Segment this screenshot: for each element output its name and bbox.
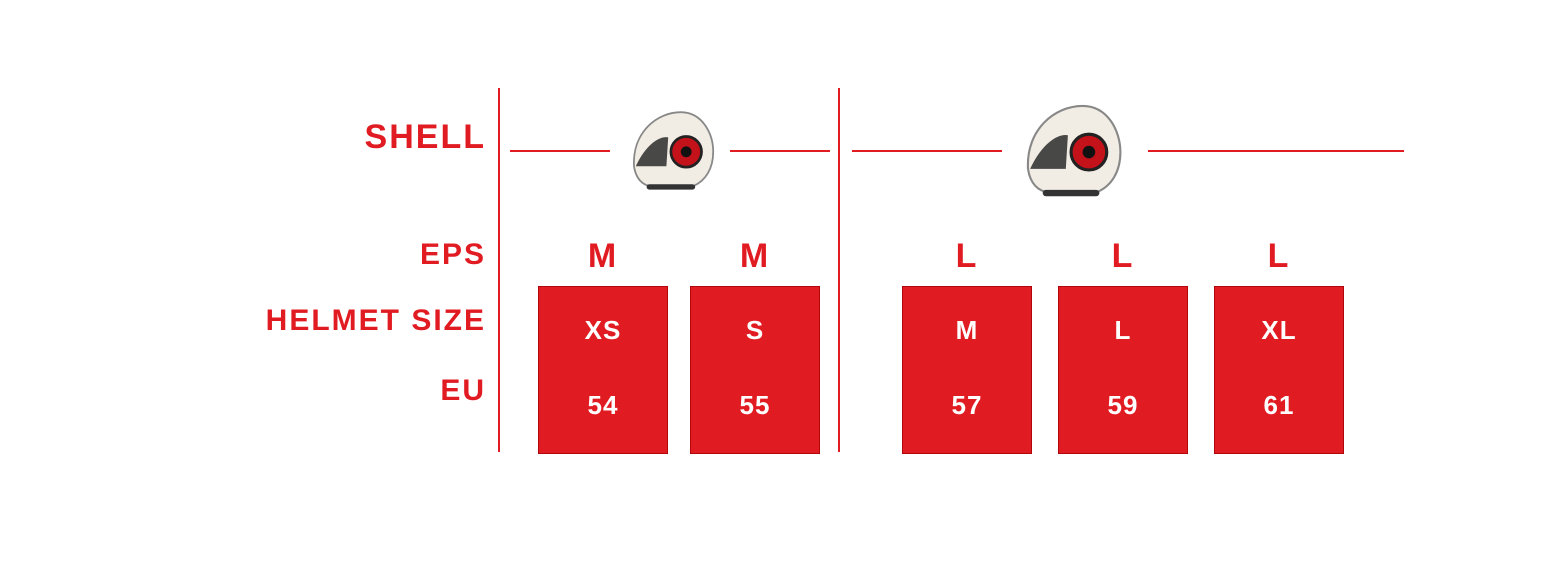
size-column: L XL 61 (1214, 232, 1344, 454)
helmet-size-value: S (691, 315, 819, 346)
helmet-size-value: L (1059, 315, 1187, 346)
eps-value: L (1214, 232, 1344, 280)
shell-line (1148, 150, 1404, 152)
helmet-size-value: XL (1215, 315, 1343, 346)
size-box: XS 54 (538, 286, 668, 454)
size-column: L L 59 (1058, 232, 1188, 454)
divider-2 (838, 88, 840, 452)
eu-value: 57 (903, 390, 1031, 421)
eu-value: 55 (691, 390, 819, 421)
size-column: M XS 54 (538, 232, 668, 454)
label-eps: EPS (420, 238, 486, 272)
label-eu: EU (440, 374, 486, 408)
eu-value: 59 (1059, 390, 1187, 421)
shell-line (852, 150, 1002, 152)
size-box: M 57 (902, 286, 1032, 454)
shell-line (730, 150, 830, 152)
eps-value: M (690, 232, 820, 280)
eps-value: L (902, 232, 1032, 280)
eps-value: L (1058, 232, 1188, 280)
eps-value: M (538, 232, 668, 280)
size-chart: SHELL EPS HELMET SIZE EU M XS 54 (0, 0, 1554, 584)
eu-value: 54 (539, 390, 667, 421)
label-helmet-size: HELMET SIZE (266, 304, 486, 338)
eu-value: 61 (1215, 390, 1343, 421)
helmet-icon (1007, 87, 1133, 213)
size-column: M S 55 (690, 232, 820, 454)
helmet-size-value: M (903, 315, 1031, 346)
size-box: L 59 (1058, 286, 1188, 454)
size-box: XL 61 (1214, 286, 1344, 454)
divider-1 (498, 88, 500, 452)
helmet-size-value: XS (539, 315, 667, 346)
size-column: L M 57 (902, 232, 1032, 454)
shell-line (510, 150, 610, 152)
label-shell: SHELL (365, 118, 486, 157)
size-box: S 55 (690, 286, 820, 454)
helmet-icon (616, 96, 724, 204)
